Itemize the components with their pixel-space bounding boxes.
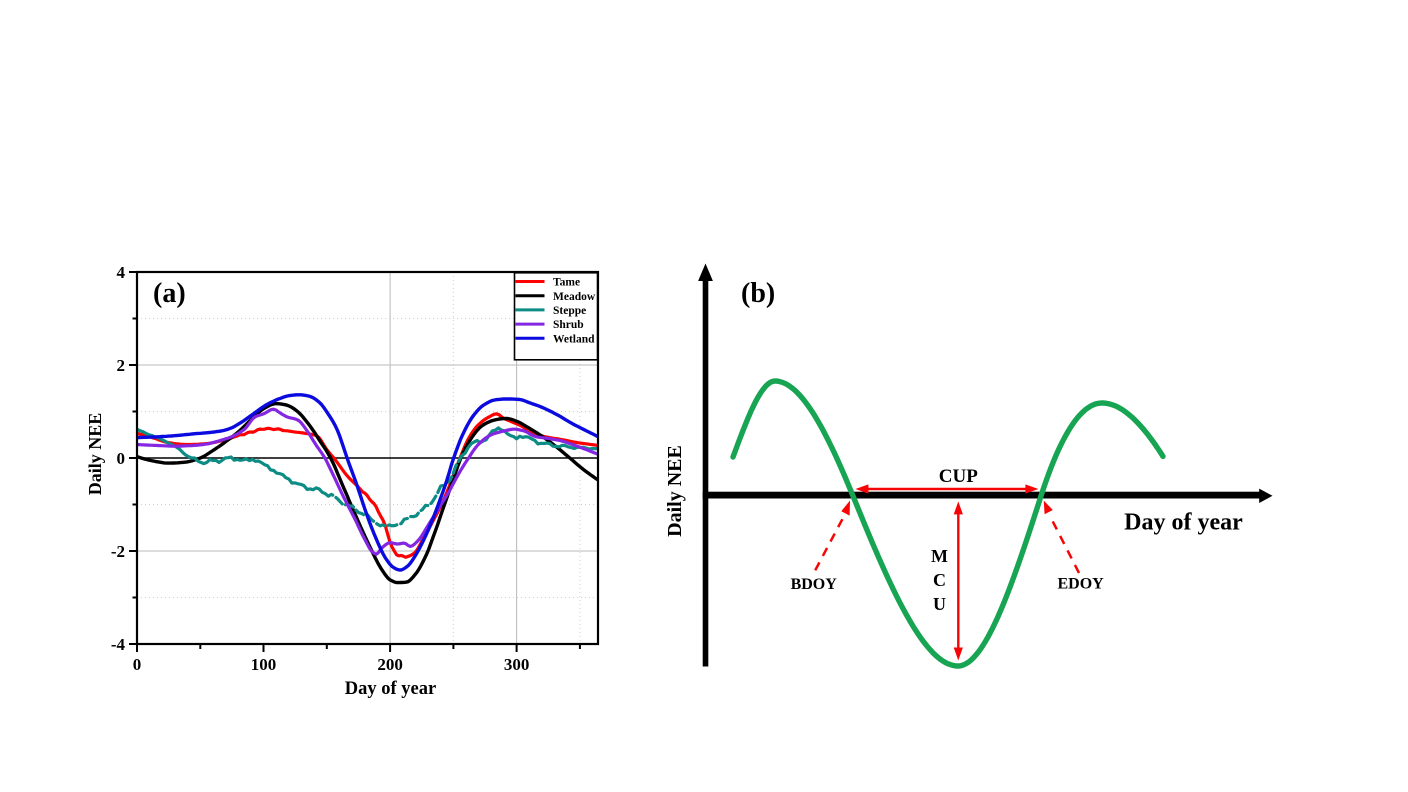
- svg-text:0: 0: [133, 655, 142, 674]
- svg-text:CUP: CUP: [939, 466, 978, 487]
- svg-text:Steppe: Steppe: [553, 305, 586, 317]
- svg-text:U: U: [933, 594, 946, 614]
- svg-text:BDOY: BDOY: [791, 576, 838, 593]
- svg-text:Wetland: Wetland: [553, 333, 595, 345]
- svg-text:200: 200: [377, 655, 403, 674]
- svg-text:Meadow: Meadow: [553, 291, 596, 303]
- svg-text:Day of year: Day of year: [1124, 510, 1243, 536]
- svg-text:300: 300: [504, 655, 530, 674]
- svg-text:2: 2: [117, 356, 126, 375]
- svg-text:Shrub: Shrub: [553, 319, 584, 331]
- svg-text:-4: -4: [111, 635, 126, 654]
- svg-text:4: 4: [117, 263, 126, 282]
- svg-text:100: 100: [251, 655, 277, 674]
- svg-text:Daily NEE: Daily NEE: [664, 445, 686, 537]
- svg-text:M: M: [931, 546, 948, 566]
- svg-text:-2: -2: [111, 542, 125, 561]
- svg-text:(a): (a): [153, 278, 186, 309]
- svg-text:Daily NEE: Daily NEE: [85, 413, 105, 496]
- svg-text:(b): (b): [741, 278, 775, 309]
- svg-text:C: C: [933, 570, 946, 590]
- svg-text:0: 0: [117, 449, 126, 468]
- svg-text:EDOY: EDOY: [1057, 576, 1104, 593]
- svg-text:Tame: Tame: [553, 277, 580, 289]
- svg-text:Day of year: Day of year: [345, 679, 436, 699]
